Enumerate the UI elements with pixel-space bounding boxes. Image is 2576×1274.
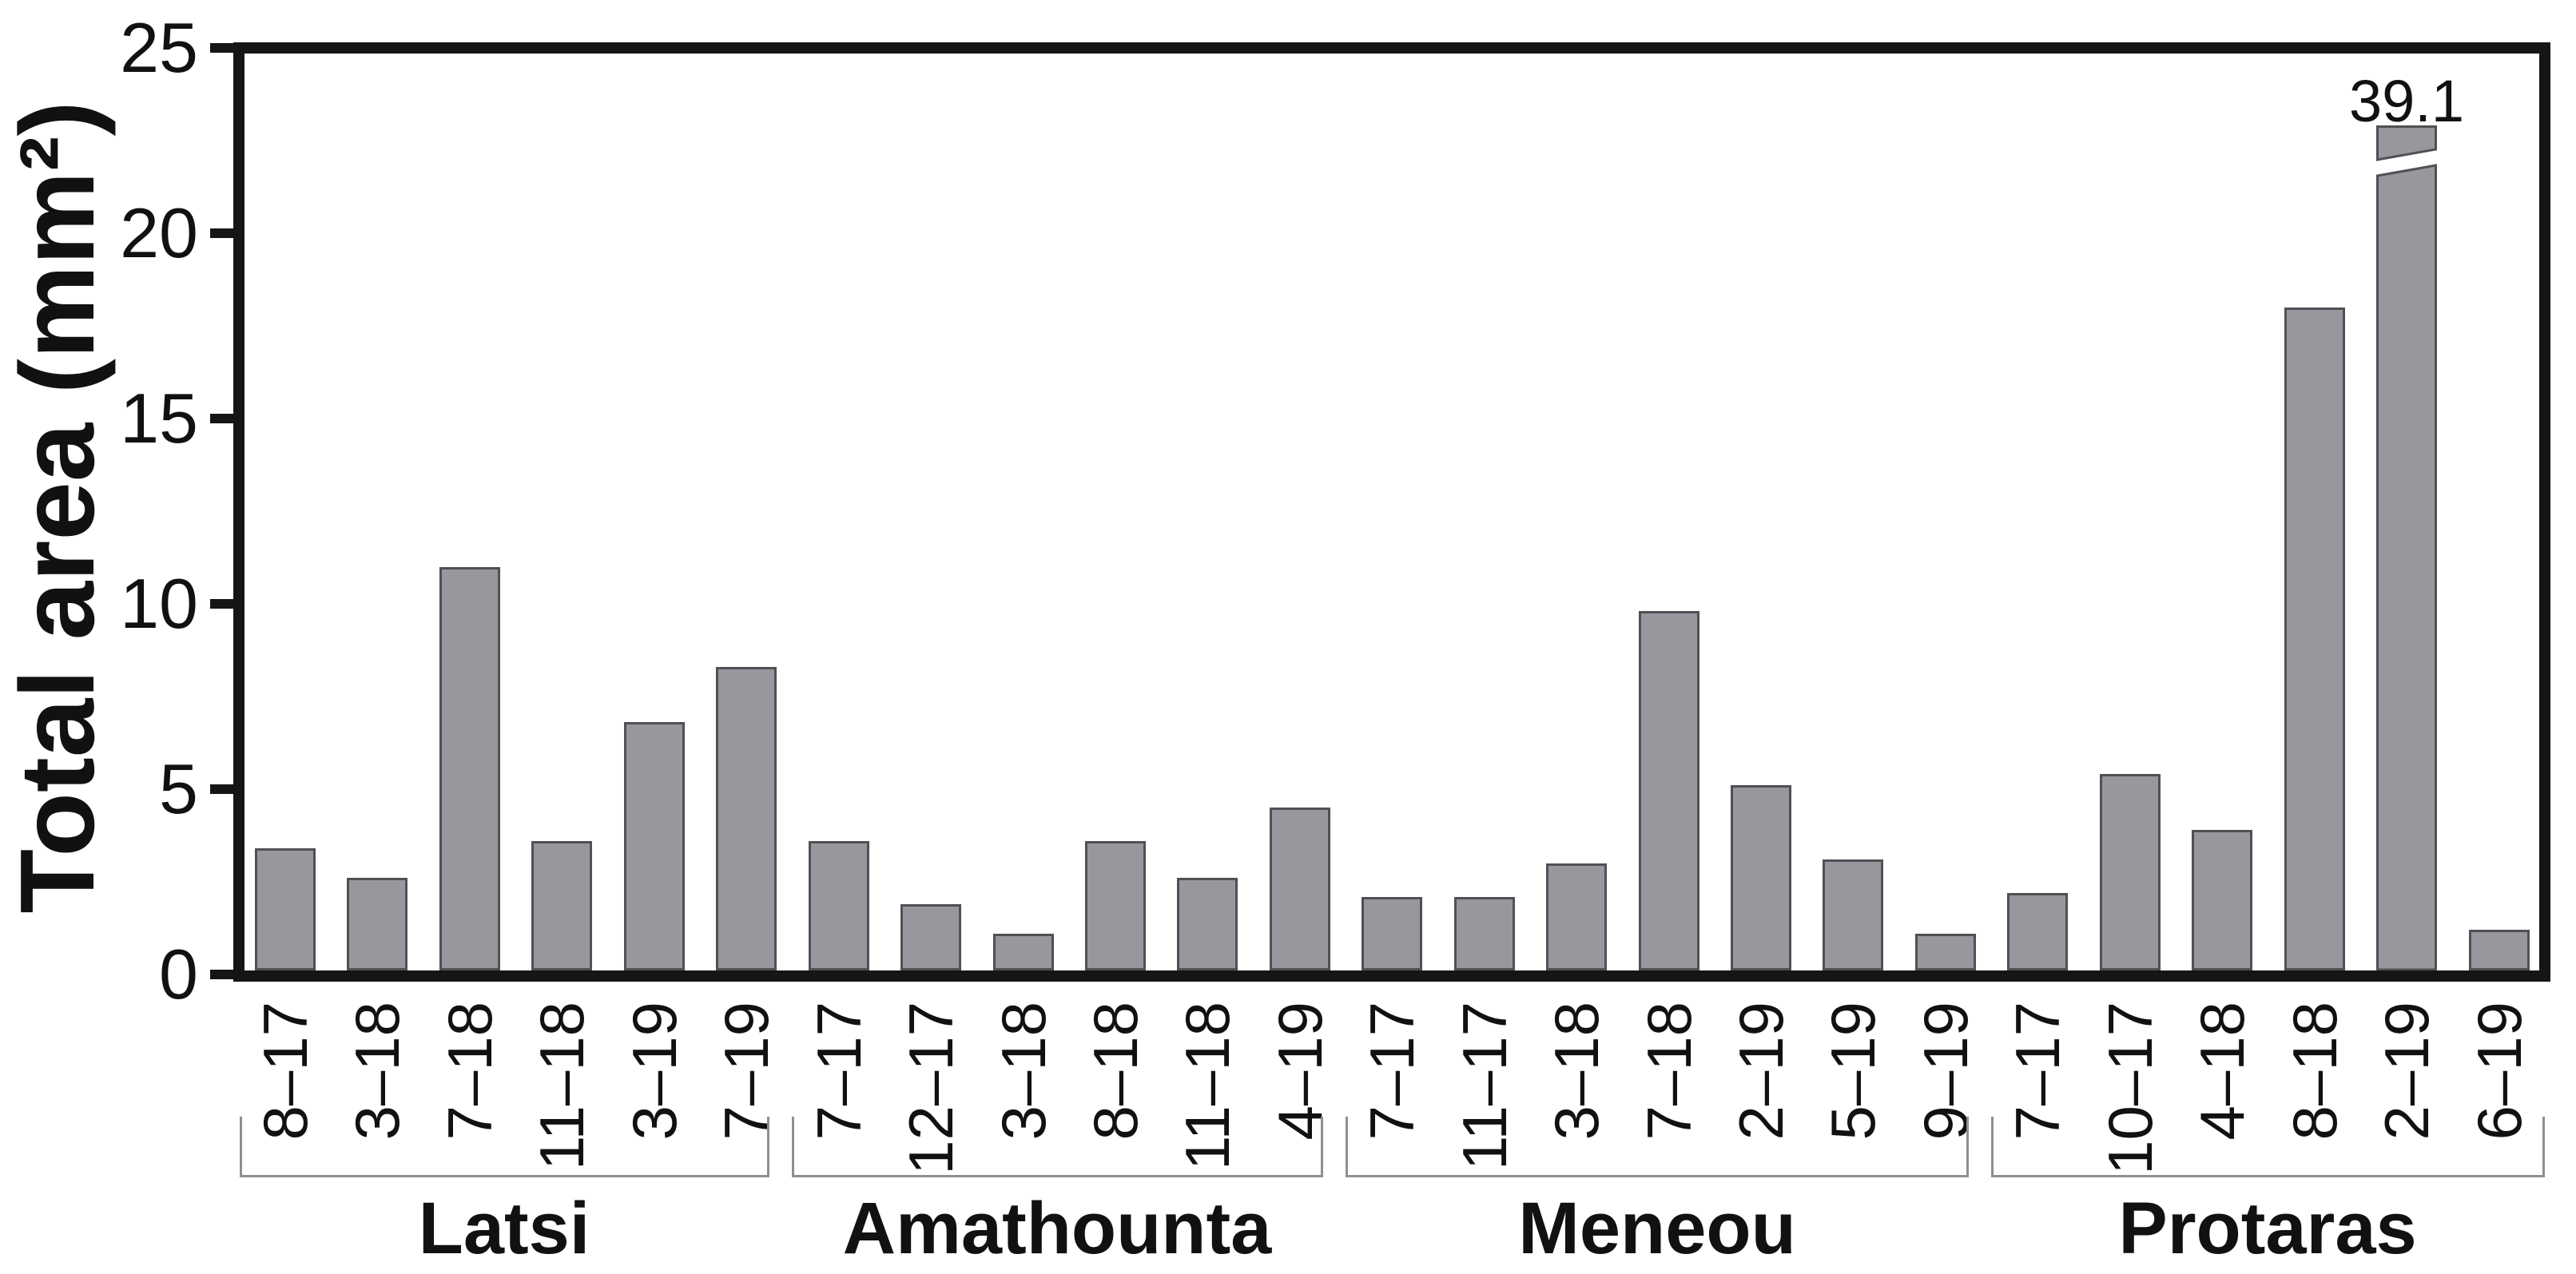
y-tick-label: 15	[120, 379, 198, 458]
group-bracket	[792, 1117, 1323, 1177]
bar	[1915, 934, 1976, 970]
y-axis-tick	[210, 784, 236, 794]
group-label: Amathounta	[842, 1188, 1272, 1269]
bar	[900, 904, 961, 970]
y-tick-label: 20	[120, 193, 198, 272]
bar	[1639, 611, 1699, 970]
bar	[1177, 878, 1238, 970]
group-bracket	[240, 1117, 769, 1177]
bar	[2284, 308, 2345, 970]
group-label: Protaras	[2118, 1188, 2417, 1269]
y-axis-tick	[210, 599, 236, 609]
bar	[624, 722, 685, 970]
bar-broken	[2376, 125, 2437, 971]
y-axis-tick	[210, 414, 236, 423]
bar	[993, 934, 1054, 970]
bar	[1731, 785, 1791, 970]
bar	[255, 848, 316, 970]
group-label: Meneou	[1518, 1188, 1796, 1269]
bar	[1270, 808, 1330, 970]
bar	[2007, 893, 2068, 970]
group-bracket	[1346, 1117, 1969, 1177]
y-axis-tick	[210, 228, 236, 238]
group-label: Latsi	[418, 1188, 590, 1269]
bar	[2100, 774, 2161, 970]
y-tick-label: 10	[120, 564, 198, 643]
y-axis-title: Total area (mm²)	[0, 101, 116, 914]
bar	[531, 841, 592, 970]
bar	[2192, 830, 2252, 970]
y-tick-label: 0	[159, 935, 198, 1014]
bar-annotation: 39.1	[2348, 68, 2465, 134]
bar	[1546, 863, 1607, 970]
bar	[439, 567, 500, 970]
y-axis-tick	[210, 970, 236, 979]
bar	[1362, 897, 1422, 970]
y-axis-tick	[210, 43, 236, 53]
y-tick-label: 5	[159, 749, 198, 828]
bar	[347, 878, 407, 970]
group-bracket	[1991, 1117, 2545, 1177]
bar	[716, 667, 777, 970]
bar	[2469, 930, 2530, 970]
bar	[1085, 841, 1146, 970]
plot-frame	[233, 42, 2550, 982]
bar	[1454, 897, 1515, 970]
bar	[809, 841, 869, 970]
y-tick-label: 25	[120, 8, 198, 87]
bar	[1823, 859, 1883, 970]
